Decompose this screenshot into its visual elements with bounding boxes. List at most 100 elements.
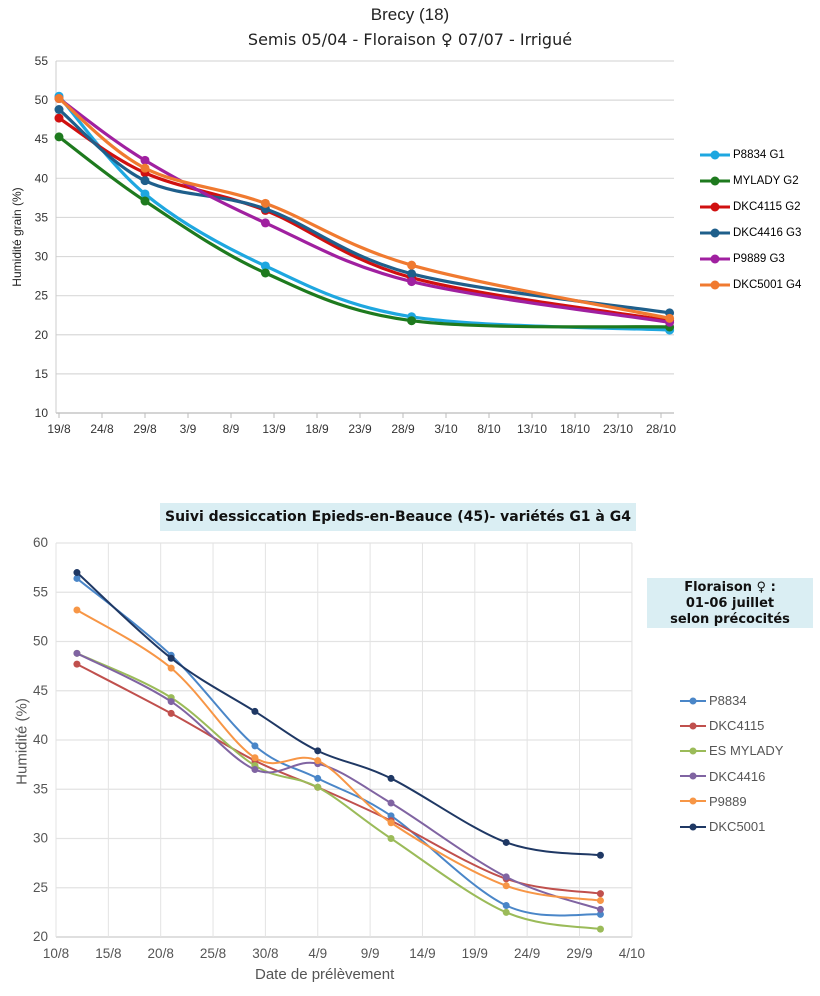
- chart2-data-point: [502, 901, 510, 909]
- chart2-data-point: [596, 897, 604, 905]
- chart2-xtick-label: 10/8: [43, 946, 69, 961]
- chart1-xtick-label: 28/10: [646, 422, 676, 436]
- legend-item: ES MYLADY: [680, 738, 783, 763]
- chart2-xtick-label: 20/8: [148, 946, 174, 961]
- chart1-xtick-label: 3/10: [434, 422, 458, 436]
- chart1-xtick-label: 19/8: [47, 422, 71, 436]
- chart2-data-point: [596, 890, 604, 898]
- chart2-ytick-label: 30: [33, 831, 48, 846]
- chart2-xtick-label: 24/9: [514, 946, 540, 961]
- floraison-annotation: Floraison ♀ : 01-06 juillet selon précoc…: [647, 578, 813, 628]
- chart1-data-point: [54, 94, 64, 104]
- chart1-series-line-dkc4115-g2: [58, 116, 670, 323]
- chart2-data-point: [314, 757, 322, 765]
- chart2-data-point: [387, 799, 395, 807]
- chart2-data-point: [314, 783, 322, 791]
- chart2-data-point: [387, 812, 395, 820]
- chart2-xtick-label: 30/8: [252, 946, 278, 961]
- legend-item: DKC4115 G2: [700, 194, 801, 220]
- chart1-data-point: [140, 189, 150, 199]
- chart1-xtick-label: 18/9: [305, 422, 329, 436]
- chart1-ytick-label: 55: [35, 54, 49, 68]
- chart1-data-point: [260, 268, 270, 278]
- legend-label: DKC4115: [709, 718, 765, 734]
- chart2-data-point: [251, 754, 259, 762]
- chart1-data-point: [260, 261, 270, 271]
- chart2-data-point: [596, 910, 604, 918]
- chart1-series-line-mylady-g2: [58, 135, 670, 329]
- chart1-xtick-label: 13/9: [262, 422, 286, 436]
- chart1-data-point: [407, 260, 417, 270]
- chart2-legend: P8834 DKC4115 ES MYLADY DKC4416 P9889 DKC5001: [680, 688, 783, 839]
- legend-item: DKC4416: [680, 764, 783, 789]
- chart2-ytick-label: 35: [33, 781, 48, 796]
- chart1-series-line-p9889-g3: [58, 97, 670, 324]
- chart2-data-point: [502, 908, 510, 916]
- chart2-ytick-label: 20: [33, 929, 48, 944]
- legend-label: DKC4115 G2: [733, 201, 801, 213]
- legend-item: MYLADY G2: [700, 168, 801, 194]
- chart1-data-point: [140, 196, 150, 206]
- chart2-ytick-label: 50: [33, 634, 48, 649]
- chart2-series-line-dkc4416: [76, 652, 601, 911]
- legend-label: P8834 G1: [733, 149, 785, 161]
- chart2-data-point: [596, 905, 604, 913]
- chart2-data-point: [251, 766, 259, 774]
- legend-item: P9889: [680, 789, 783, 814]
- chart2-xtick-label: 14/9: [409, 946, 435, 961]
- chart1-ytick-label: 45: [35, 132, 49, 146]
- chart1-data-point: [54, 104, 64, 114]
- annotation-line: selon précocités: [670, 612, 790, 627]
- chart2-ytick-label: 45: [33, 683, 48, 698]
- chart2-data-point: [73, 649, 81, 657]
- legend-marker-icon: [680, 722, 706, 730]
- chart1-series-line-dkc5001-g4: [57, 97, 670, 320]
- chart2-data-point: [73, 606, 81, 614]
- legend-marker-icon: [680, 697, 706, 705]
- chart1-data-point: [407, 269, 417, 279]
- legend-item: P8834: [680, 688, 783, 713]
- chart1-xtick-label: 23/9: [348, 422, 372, 436]
- chart1-xtick-label: 28/9: [391, 422, 415, 436]
- legend-marker-icon: [700, 228, 730, 238]
- chart2-data-point: [167, 709, 175, 717]
- legend-marker-icon: [700, 150, 730, 160]
- chart1-xtick-label: 8/9: [223, 422, 240, 436]
- chart1-xtick-label: 13/10: [517, 422, 547, 436]
- legend-item: P9889 G3: [700, 246, 801, 272]
- chart2-ytick-label: 25: [33, 880, 48, 895]
- chart2-xtick-label: 29/9: [566, 946, 592, 961]
- chart2-data-point: [167, 698, 175, 706]
- chart2-data-point: [314, 747, 322, 755]
- chart1-xtick-label: 23/10: [603, 422, 633, 436]
- chart1-title: Brecy (18): [370, 5, 450, 24]
- legend-marker-icon: [680, 772, 706, 780]
- chart2-data-point: [167, 664, 175, 672]
- legend-label: DKC4416: [709, 768, 766, 784]
- chart2-series-line-p8834: [76, 577, 601, 917]
- annotation-line: Floraison ♀ :: [684, 580, 776, 595]
- chart2-xtick-label: 19/9: [462, 946, 488, 961]
- chart1-ytick-label: 15: [35, 367, 49, 381]
- chart2-data-point: [387, 774, 395, 782]
- chart2-data-point: [502, 882, 510, 890]
- chart1-ytick-label: 25: [35, 289, 49, 303]
- chart2-data-point: [251, 742, 259, 750]
- annotation-line: 01-06 juillet: [685, 596, 775, 611]
- legend-marker-icon: [700, 280, 730, 290]
- chart2-data-point: [167, 654, 175, 662]
- legend-marker-icon: [680, 823, 706, 831]
- chart2-data-point: [73, 574, 81, 582]
- legend-label: MYLADY G2: [733, 175, 799, 187]
- legend-item: P8834 G1: [700, 142, 801, 168]
- chart1-data-point: [665, 313, 675, 323]
- chart1-series-line-p8834-g1: [57, 95, 670, 332]
- chart1-ytick-label: 20: [35, 328, 49, 342]
- chart1-ytick-label: 50: [35, 93, 49, 107]
- chart1-data-point: [54, 132, 64, 142]
- chart2-data-point: [73, 660, 81, 668]
- chart2-series-line-dkc4115: [76, 663, 601, 895]
- chart1-ytick-label: 30: [35, 250, 49, 264]
